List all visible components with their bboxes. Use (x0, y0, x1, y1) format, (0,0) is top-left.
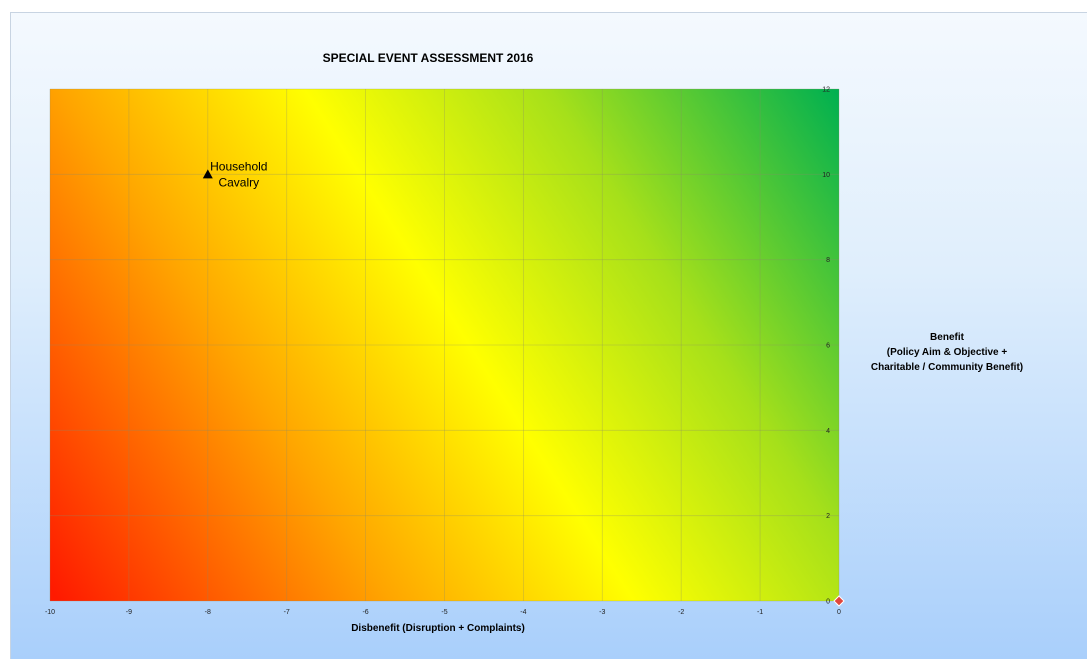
y-axis-ticks: 0 2 4 6 8 10 12 (822, 87, 830, 606)
data-point-label: Household (210, 159, 267, 173)
y-tick-label: 12 (822, 87, 830, 94)
y-axis-title-line-3: Charitable / Community Benefit) (871, 362, 1023, 373)
x-tick-label: -4 (520, 609, 526, 616)
x-tick-label: -10 (45, 609, 55, 616)
y-axis-title-line-2: (Policy Aim & Objective + (887, 347, 1008, 358)
data-points: Household Cavalry (202, 159, 845, 607)
y-tick-label: 10 (822, 172, 830, 179)
x-tick-label: 0 (837, 609, 841, 616)
y-tick-label: 6 (826, 343, 830, 350)
y-tick-label: 2 (826, 513, 830, 520)
x-tick-label: -6 (362, 609, 368, 616)
y-axis-title: Benefit (Policy Aim & Objective + Charit… (871, 332, 1023, 373)
chart-title: SPECIAL EVENT ASSESSMENT 2016 (323, 51, 534, 65)
x-axis-ticks: -10 -9 -8 -7 -6 -5 -4 -3 -2 -1 0 (45, 609, 841, 616)
y-tick-label: 8 (826, 257, 830, 264)
x-tick-label: -5 (441, 609, 447, 616)
x-tick-label: -9 (126, 609, 132, 616)
plot-area (50, 89, 839, 601)
x-tick-label: -1 (757, 609, 763, 616)
x-axis-title: Disbenefit (Disruption + Complaints) (351, 623, 525, 634)
y-axis-title-line-1: Benefit (930, 332, 965, 343)
origin-point-marker (833, 595, 845, 607)
y-tick-label: 0 (826, 599, 830, 606)
gridlines (49, 88, 840, 602)
data-point-marker (202, 169, 213, 179)
data-point-label: Cavalry (218, 175, 259, 189)
x-tick-label: -3 (599, 609, 605, 616)
y-tick-label: 4 (826, 428, 830, 435)
x-tick-label: -2 (678, 609, 684, 616)
x-tick-label: -8 (205, 609, 211, 616)
x-tick-label: -7 (284, 609, 290, 616)
